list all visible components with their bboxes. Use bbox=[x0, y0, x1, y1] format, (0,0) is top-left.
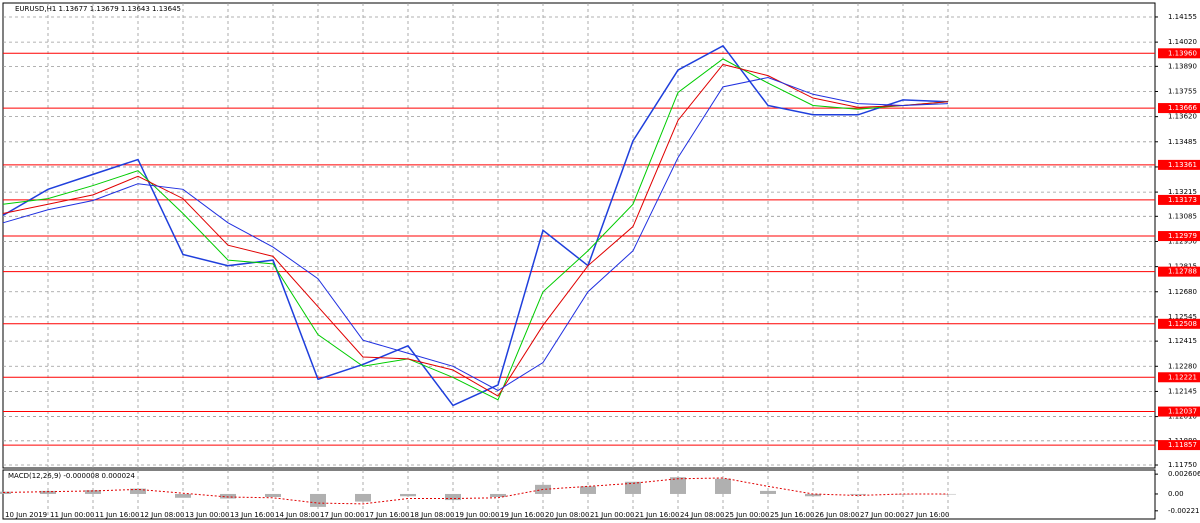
level-label: 1.12508 bbox=[1168, 320, 1197, 328]
x-tick-label: 26 Jun 08:00 bbox=[815, 511, 859, 519]
level-tag bbox=[1158, 194, 1200, 205]
level-label: 1.13666 bbox=[1168, 104, 1197, 112]
level-label: 1.13361 bbox=[1168, 161, 1197, 169]
macd-bar bbox=[175, 493, 191, 498]
macd-bar bbox=[670, 477, 686, 494]
y-tick-label: 1.13085 bbox=[1168, 212, 1197, 220]
macd-bar bbox=[895, 493, 911, 495]
macd-bar bbox=[400, 493, 416, 497]
level-tag bbox=[1158, 103, 1200, 114]
macd-bar bbox=[355, 493, 371, 502]
series-line bbox=[2, 77, 949, 392]
y-tick-label: 0.00 bbox=[1168, 490, 1184, 498]
macd-bar bbox=[85, 490, 101, 494]
x-tick-label: 21 Jun 00:00 bbox=[590, 511, 634, 519]
macd-bar bbox=[130, 488, 146, 494]
level-tag bbox=[1158, 231, 1200, 242]
y-tick-label: 1.12545 bbox=[1168, 313, 1197, 321]
macd-bar bbox=[445, 493, 461, 501]
plot-layer: 10 Jun 2019 11 Jun 00:00 11 Jun 16:00 12 Ju… bbox=[0, 3, 1200, 519]
macd-bar bbox=[265, 493, 281, 498]
y-tick-label: 1.13890 bbox=[1168, 62, 1197, 70]
y-tick-label: 1.14020 bbox=[1168, 38, 1197, 46]
y-tick-label: 1.13620 bbox=[1168, 113, 1197, 121]
x-tick-label: 25 Jun 00:00 bbox=[725, 511, 769, 519]
macd-bar bbox=[310, 493, 326, 507]
level-label: 1.11857 bbox=[1168, 441, 1197, 449]
macd-title: MACD(12,26,9) -0.000008 0.000024 bbox=[8, 472, 135, 480]
series-line bbox=[2, 44, 949, 407]
macd-bar bbox=[715, 478, 731, 494]
macd-bar bbox=[490, 493, 506, 498]
level-label: 1.13960 bbox=[1168, 49, 1197, 57]
y-tick-label: -0.002215 bbox=[1168, 507, 1200, 515]
y-tick-label: 1.12280 bbox=[1168, 362, 1197, 370]
x-tick-label: 13 Jun 16:00 bbox=[230, 511, 274, 519]
x-tick-label: 24 Jun 08:00 bbox=[680, 511, 724, 519]
level-label: 1.12788 bbox=[1168, 268, 1197, 276]
y-tick-label: 1.13485 bbox=[1168, 138, 1197, 146]
macd-panel bbox=[2, 469, 1156, 520]
x-tick-label: 17 Jun 16:00 bbox=[365, 511, 409, 519]
level-tag bbox=[1158, 318, 1200, 329]
macd-bar bbox=[0, 491, 11, 494]
level-tag bbox=[1158, 159, 1200, 170]
macd-bar bbox=[805, 493, 821, 497]
level-label: 1.12221 bbox=[1168, 373, 1197, 381]
x-tick-label: 12 Jun 08:00 bbox=[140, 511, 184, 519]
level-tag bbox=[1158, 266, 1200, 277]
x-tick-label: 21 Jun 16:00 bbox=[635, 511, 679, 519]
macd-bar bbox=[850, 493, 866, 495]
level-label: 1.13173 bbox=[1168, 196, 1197, 204]
macd-bar bbox=[625, 481, 641, 494]
macd-signal bbox=[2, 477, 948, 505]
x-tick-label: 20 Jun 08:00 bbox=[545, 511, 589, 519]
level-label: 1.12979 bbox=[1168, 232, 1197, 240]
series-line bbox=[2, 58, 949, 401]
y-tick-label: 1.12680 bbox=[1168, 288, 1197, 296]
y-tick-label: 1.12815 bbox=[1168, 263, 1197, 271]
x-tick-label: 18 Jun 08:00 bbox=[410, 511, 454, 519]
x-tick-label: 27 Jun 00:00 bbox=[860, 511, 904, 519]
series-line bbox=[2, 63, 949, 397]
y-tick-label: 1.12145 bbox=[1168, 387, 1197, 395]
x-tick-label: 17 Jun 00:00 bbox=[320, 511, 364, 519]
x-tick-label: 25 Jun 16:00 bbox=[770, 511, 814, 519]
level-tag bbox=[1158, 406, 1200, 417]
y-tick-label: 1.13215 bbox=[1168, 188, 1197, 196]
x-tick-label: 11 Jun 16:00 bbox=[95, 511, 139, 519]
macd-bar bbox=[760, 490, 776, 494]
x-tick-label: 27 Jun 16:00 bbox=[905, 511, 949, 519]
y-tick-label: 1.12415 bbox=[1168, 337, 1197, 345]
y-tick-label: 1.11750 bbox=[1168, 461, 1197, 469]
x-tick-label: 10 Jun 2019 bbox=[5, 511, 47, 519]
level-tag bbox=[1158, 440, 1200, 451]
macd-bar bbox=[220, 493, 236, 499]
x-tick-label: 14 Jun 08:00 bbox=[275, 511, 319, 519]
y-tick-label: 1.12010 bbox=[1168, 413, 1197, 421]
level-tag bbox=[1158, 372, 1200, 383]
x-tick-label: 19 Jun 16:00 bbox=[500, 511, 544, 519]
chart-title: EURUSD,H1 1.13677 1.13679 1.13643 1.1364… bbox=[15, 5, 181, 13]
y-tick-label: 0.002606 bbox=[1168, 470, 1200, 478]
price-panel bbox=[2, 2, 1156, 469]
y-tick-label: 1.13755 bbox=[1168, 87, 1197, 95]
x-tick-label: 19 Jun 00:00 bbox=[455, 511, 499, 519]
macd-bar bbox=[580, 486, 596, 494]
y-tick-label: 1.14155 bbox=[1168, 13, 1197, 21]
x-tick-label: 13 Jun 00:00 bbox=[185, 511, 229, 519]
level-label: 1.12037 bbox=[1168, 408, 1197, 416]
level-tag bbox=[1158, 48, 1200, 59]
macd-bar bbox=[40, 490, 56, 494]
x-tick-label: 11 Jun 00:00 bbox=[50, 511, 94, 519]
y-tick-label: 1.12950 bbox=[1168, 237, 1197, 245]
